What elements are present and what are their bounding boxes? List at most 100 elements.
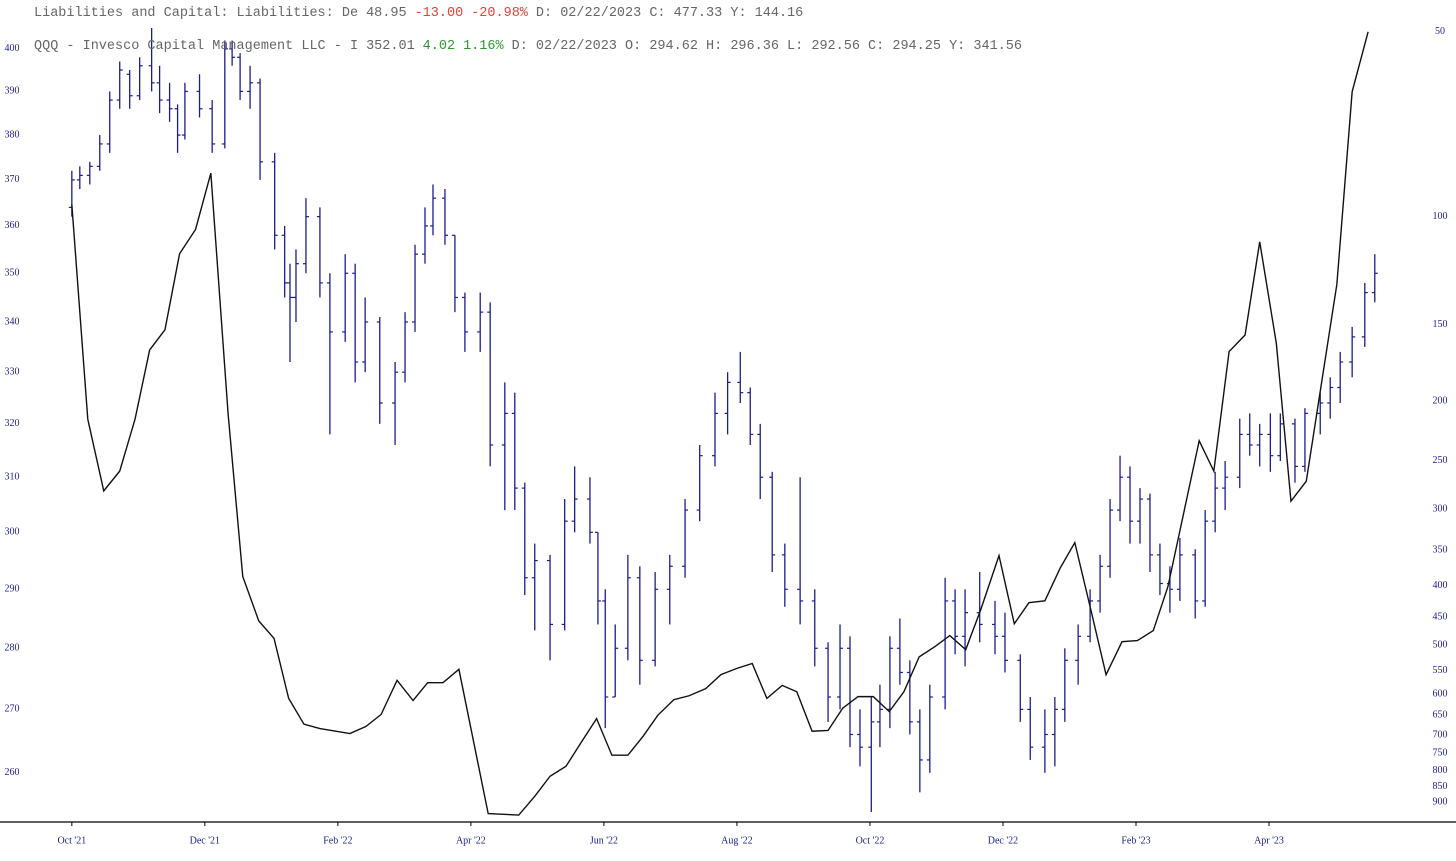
y-tick-label: 270 bbox=[5, 704, 20, 715]
y2-tick-label: 700 bbox=[1433, 729, 1448, 740]
ohlc-bar bbox=[571, 466, 578, 533]
ohlc-bar bbox=[271, 152, 278, 250]
ohlc-bar bbox=[136, 57, 143, 101]
ohlc-bar bbox=[148, 28, 155, 92]
y-tick-label: 400 bbox=[5, 43, 20, 54]
y2-tick-label: 500 bbox=[1433, 640, 1448, 651]
ohlc-bar bbox=[1327, 377, 1334, 419]
ohlc-bar bbox=[926, 684, 933, 773]
ohlc-bar bbox=[916, 709, 923, 793]
ohlc-bar bbox=[1371, 254, 1378, 303]
x-tick-label: Aug '22 bbox=[721, 835, 753, 846]
legend-last: 352.01 bbox=[366, 39, 415, 54]
y2-tick-label: 200 bbox=[1433, 396, 1448, 407]
ohlc-bar bbox=[1222, 461, 1229, 511]
y-tick-label: 260 bbox=[5, 767, 20, 778]
legend-details: D: 02/22/2023 C: 477.33 Y: 144.16 bbox=[536, 6, 803, 21]
ohlc-bar bbox=[362, 297, 369, 373]
y-tick-label: 320 bbox=[5, 418, 20, 429]
ohlc-bar bbox=[1087, 589, 1094, 643]
ohlc-bar bbox=[1236, 418, 1243, 489]
ohlc-bar bbox=[96, 135, 103, 171]
ohlc-bar bbox=[257, 78, 264, 180]
y2-tick-label: 450 bbox=[1433, 612, 1448, 623]
ohlc-bar bbox=[302, 198, 309, 274]
x-tick-label: Apr '22 bbox=[456, 835, 486, 846]
ohlc-bar bbox=[402, 312, 409, 383]
ohlc-bar bbox=[166, 82, 173, 122]
ohlc-bar bbox=[441, 188, 448, 245]
y2-tick-label: 900 bbox=[1433, 796, 1448, 807]
ohlc-bar bbox=[962, 589, 969, 667]
ohlc-bar bbox=[501, 382, 508, 511]
ohlc-bar bbox=[221, 40, 228, 149]
ohlc-bar bbox=[1277, 413, 1284, 462]
ohlc-bar bbox=[906, 660, 913, 735]
y-tick-label: 300 bbox=[5, 527, 20, 538]
ohlc-bar bbox=[229, 40, 236, 66]
ohlc-bar bbox=[856, 709, 863, 767]
ohlc-bar bbox=[174, 104, 181, 153]
legend-change: 4.02 bbox=[423, 39, 455, 54]
y-tick-label: 330 bbox=[5, 366, 20, 377]
y2-tick-label: 800 bbox=[1433, 765, 1448, 776]
ohlc-bar bbox=[711, 392, 718, 467]
y-tick-label: 380 bbox=[5, 129, 20, 140]
ohlc-bar bbox=[837, 624, 844, 710]
y-tick-label: 340 bbox=[5, 316, 20, 327]
ohlc-bar bbox=[376, 317, 383, 424]
ohlc-bar bbox=[1041, 709, 1048, 773]
ohlc-bar bbox=[561, 499, 568, 631]
y2-tick-label: 600 bbox=[1433, 688, 1448, 699]
ohlc-bar bbox=[682, 499, 689, 578]
legend-change: -13.00 bbox=[415, 6, 464, 21]
ohlc-bar bbox=[896, 618, 903, 685]
ohlc-bar bbox=[1176, 537, 1183, 601]
legend-last: 48.95 bbox=[366, 6, 407, 21]
y-tick-label: 350 bbox=[5, 268, 20, 279]
ohlc-bar bbox=[942, 577, 949, 710]
legend-details: D: 02/22/2023 O: 294.62 H: 296.36 L: 292… bbox=[512, 39, 1022, 54]
ohlc-bar bbox=[76, 166, 83, 189]
x-tick-label: Feb '22 bbox=[323, 835, 352, 846]
ohlc-bar bbox=[286, 263, 293, 363]
y2-tick-label: 550 bbox=[1433, 665, 1448, 676]
legend-entry: Liabilities and Capital: Liabilities: De… bbox=[34, 6, 803, 21]
ohlc-bar bbox=[876, 684, 883, 748]
y2-tick-label: 100 bbox=[1433, 211, 1448, 222]
ohlc-bar bbox=[1317, 392, 1324, 435]
ohlc-bar bbox=[952, 589, 959, 655]
ohlc-bar bbox=[461, 292, 468, 352]
legend-change-pct: -20.98% bbox=[471, 6, 529, 21]
ohlc-bar bbox=[757, 423, 764, 500]
y2-tick-label: 300 bbox=[1433, 504, 1448, 515]
ohlc-bar bbox=[612, 624, 619, 698]
ohlc-bar bbox=[594, 531, 601, 625]
ohlc-bar bbox=[811, 589, 818, 667]
y2-tick-label: 150 bbox=[1433, 319, 1448, 330]
ohlc-bar bbox=[451, 234, 458, 313]
ohlc-bar bbox=[1349, 326, 1356, 378]
ohlc-bar bbox=[666, 554, 673, 625]
ohlc-bar bbox=[1212, 471, 1219, 533]
ohlc-bar bbox=[1246, 413, 1253, 456]
ohlc-bar bbox=[886, 636, 893, 729]
ohlc-bar bbox=[106, 91, 113, 153]
ohlc-bar bbox=[181, 82, 188, 140]
legend-name: QQQ - Invesco Capital Management LLC - I bbox=[34, 39, 358, 54]
ohlc-bar bbox=[1017, 654, 1024, 722]
ohlc-bar bbox=[1361, 282, 1368, 347]
ohlc-bar bbox=[209, 100, 216, 153]
legend-entry: QQQ - Invesco Capital Management LLC - I… bbox=[34, 39, 1022, 54]
x-tick-label: Jun '22 bbox=[590, 835, 618, 846]
ohlc-bar bbox=[1136, 488, 1143, 544]
ohlc-bar bbox=[602, 589, 609, 729]
ohlc-bar bbox=[737, 351, 744, 403]
ohlc-bar bbox=[624, 554, 631, 661]
ohlc-bar bbox=[586, 477, 593, 544]
ohlc-bar bbox=[316, 207, 323, 298]
ohlc-bar bbox=[797, 477, 804, 625]
ohlc-bar bbox=[1202, 510, 1209, 607]
ohlc-bar bbox=[412, 244, 419, 332]
